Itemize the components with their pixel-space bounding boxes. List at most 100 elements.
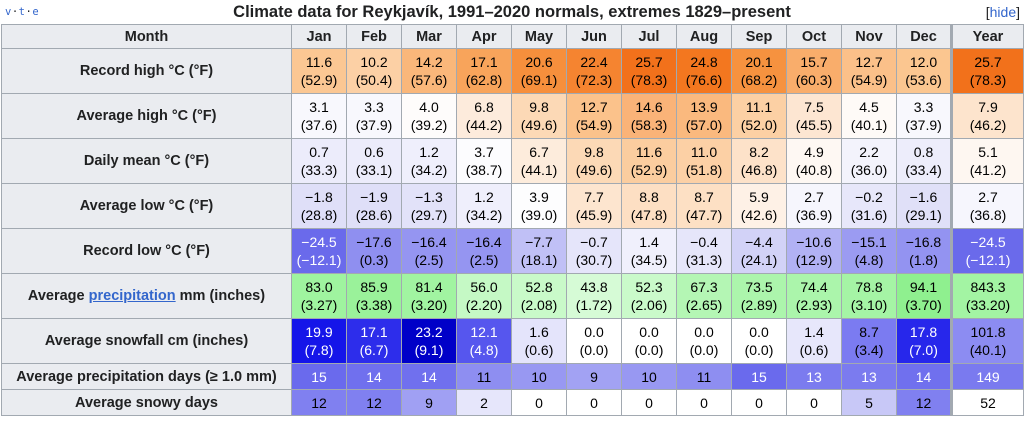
data-cell: 10.2 (50.4) <box>346 48 402 94</box>
cell-metric-value: 17.1 <box>360 324 388 340</box>
view-template-link[interactable]: v <box>5 6 12 18</box>
cell-metric-value: 94.1 <box>909 279 938 295</box>
data-cell: 1.2 (34.2) <box>456 183 512 229</box>
cell-metric-value: −16.8 <box>905 234 942 250</box>
data-cell: 14 <box>896 363 952 390</box>
row-label-text: Average snowfall cm (inches) <box>44 333 249 349</box>
data-cell: 12.7 (54.9) <box>566 93 622 139</box>
table-row: Average snowy days 12 12 9 2 0 0 0 0 0 0 5 12 52 <box>1 389 1024 416</box>
talk-template-link[interactable]: t <box>18 6 26 18</box>
cell-imperial-value: (0.3) <box>359 252 389 268</box>
cell-metric-value: 4.9 <box>804 144 824 160</box>
cell-imperial-value: (49.6) <box>520 117 558 133</box>
cell-metric-value: 15 <box>751 368 767 385</box>
data-cell: 19.9 (7.8) <box>291 318 347 364</box>
data-cell: −15.1 (4.8) <box>841 228 897 274</box>
cell-imperial-value: (52.9) <box>630 162 668 178</box>
data-cell: 11 <box>676 363 732 390</box>
cell-imperial-value: (0.0) <box>744 342 774 358</box>
cell-metric-value: 149 <box>976 368 1000 385</box>
cell-imperial-value: (0.0) <box>579 342 609 358</box>
table-row: Daily mean °C (°F) 0.7 (33.3) 0.6 (33.1) 1.2 (… <box>1 138 1024 184</box>
cell-metric-value: 1.4 <box>639 234 659 250</box>
data-cell: 81.4 (3.20) <box>401 273 457 319</box>
cell-metric-value: 12 <box>311 394 327 411</box>
cell-metric-value: 5.9 <box>749 189 769 205</box>
cell-imperial-value: (36.9) <box>795 207 833 223</box>
cell-metric-value: 17.1 <box>470 54 498 70</box>
cell-imperial-value: (2.5) <box>469 252 499 268</box>
data-cell: 10 <box>511 363 567 390</box>
cell-metric-value: 10 <box>641 368 657 385</box>
cell-imperial-value: (39.0) <box>520 207 558 223</box>
cell-metric-value: 20.1 <box>745 54 773 70</box>
data-cell: 25.7 (78.3) <box>950 48 1024 94</box>
cell-metric-value: 13 <box>861 368 877 385</box>
data-cell: −16.8 (1.8) <box>896 228 952 274</box>
hide-toggle: [hide] <box>985 4 1020 20</box>
cell-metric-value: 2.7 <box>978 189 998 205</box>
data-cell: 25.7 (78.3) <box>621 48 677 94</box>
data-cell: 52.8 (2.08) <box>511 273 567 319</box>
edit-template-link[interactable]: e <box>32 6 40 18</box>
cell-imperial-value: (−12.1) <box>296 252 342 268</box>
month-header-jun: Jun <box>566 24 622 49</box>
precipitation-link[interactable]: precipitation <box>88 288 176 304</box>
row-label-text: Average precipitation days (≥ 1.0 mm) <box>16 368 277 385</box>
cell-metric-value: 14 <box>366 368 382 385</box>
data-cell: 11.0 (51.8) <box>676 138 732 184</box>
month-header-oct: Oct <box>786 24 842 49</box>
cell-metric-value: 52.3 <box>635 279 663 295</box>
cell-metric-value: 12 <box>366 394 382 411</box>
cell-metric-value: 11.0 <box>690 144 718 160</box>
data-cell: 11 <box>456 363 512 390</box>
cell-metric-value: 3.3 <box>364 99 384 115</box>
data-cell: 17.8 (7.0) <box>896 318 952 364</box>
cell-imperial-value: (37.9) <box>905 117 942 133</box>
cell-metric-value: 17.8 <box>909 324 938 340</box>
data-cell: 15 <box>731 363 787 390</box>
navbox-vte-links: v·t·e <box>5 6 40 18</box>
data-cell: 8.8 (47.8) <box>621 183 677 229</box>
hide-link[interactable]: hide <box>989 4 1017 20</box>
cell-imperial-value: (3.10) <box>850 297 888 313</box>
data-cell: 14 <box>346 363 402 390</box>
data-cell: 0.0 (0.0) <box>566 318 622 364</box>
cell-metric-value: 12.7 <box>580 99 608 115</box>
cell-metric-value: 101.8 <box>970 324 1006 340</box>
data-cell: 1.4 (34.5) <box>621 228 677 274</box>
data-cell: 67.3 (2.65) <box>676 273 732 319</box>
cell-imperial-value: (33.4) <box>905 162 942 178</box>
cell-imperial-value: (50.4) <box>355 72 393 88</box>
cell-metric-value: −1.6 <box>909 189 938 205</box>
data-cell: 149 <box>950 363 1024 390</box>
data-cell: 6.7 (44.1) <box>511 138 567 184</box>
cell-imperial-value: (7.8) <box>304 342 334 358</box>
data-cell: 0 <box>621 389 677 416</box>
cell-metric-value: 11.1 <box>745 99 773 115</box>
cell-metric-value: 74.4 <box>800 279 828 295</box>
data-cell: 0.8 (33.4) <box>896 138 952 184</box>
row-label-suffix: mm (inches) <box>175 288 266 304</box>
data-cell: 3.9 (39.0) <box>511 183 567 229</box>
cell-metric-value: 9.8 <box>584 144 604 160</box>
data-cell: −1.9 (28.6) <box>346 183 402 229</box>
cell-imperial-value: (42.6) <box>740 207 778 223</box>
cell-imperial-value: (78.3) <box>969 72 1007 88</box>
data-cell: 1.4 (0.6) <box>786 318 842 364</box>
row-label-text: Record low °C (°F) <box>83 243 210 259</box>
cell-metric-value: 6.8 <box>474 99 494 115</box>
cell-imperial-value: (58.3) <box>630 117 668 133</box>
data-cell: 5.1 (41.2) <box>950 138 1024 184</box>
month-header-may: May <box>511 24 567 49</box>
cell-metric-value: 5 <box>865 394 873 411</box>
row-label-text: Average low °C (°F) <box>79 198 214 214</box>
data-cell: 0 <box>676 389 732 416</box>
cell-metric-value: 1.2 <box>419 144 439 160</box>
cell-metric-value: 0.8 <box>913 144 934 160</box>
table-row: Average precipitation mm (inches) 83.0 (3.… <box>1 273 1024 319</box>
data-cell: 13 <box>786 363 842 390</box>
cell-imperial-value: (3.27) <box>300 297 338 313</box>
cell-metric-value: −24.5 <box>970 234 1006 250</box>
cell-metric-value: 0.7 <box>309 144 329 160</box>
